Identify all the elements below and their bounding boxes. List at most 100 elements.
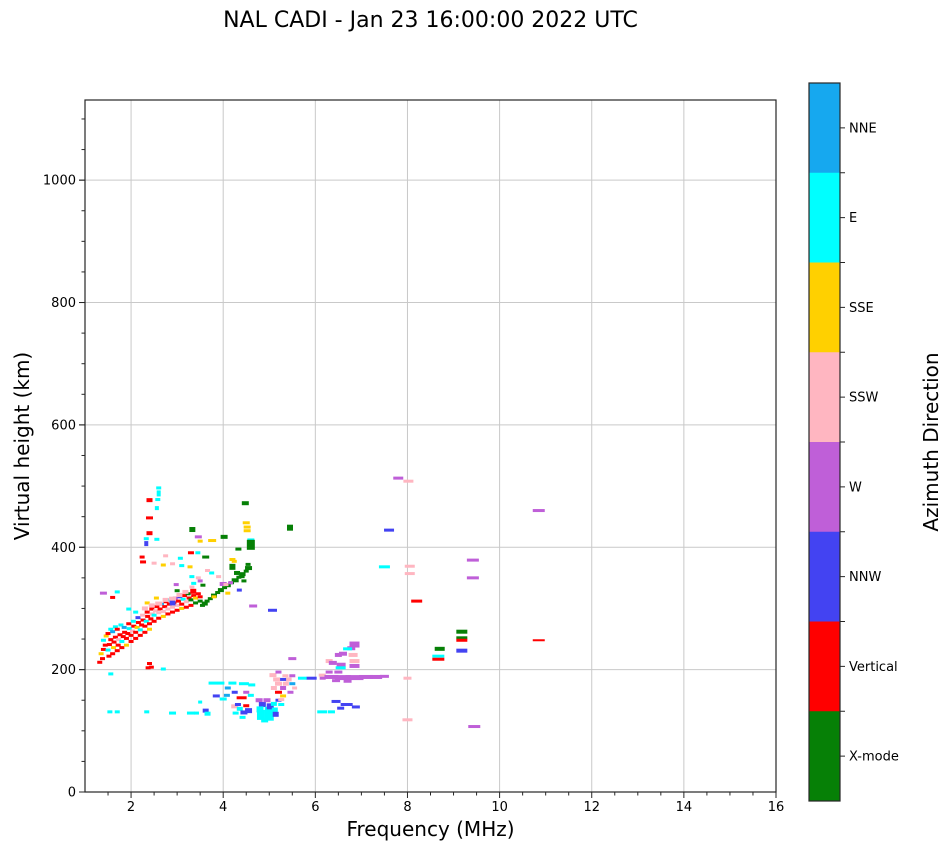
data-point-w xyxy=(280,685,287,690)
data-point-e xyxy=(247,693,254,697)
data-point-x-mode xyxy=(234,570,241,575)
data-point-sse xyxy=(211,595,217,599)
data-point-e xyxy=(186,711,195,715)
data-point-w xyxy=(255,698,263,703)
data-point-vertical xyxy=(149,607,155,611)
data-point-e xyxy=(317,710,328,714)
data-point-vertical xyxy=(191,594,197,598)
data-point-ssw xyxy=(189,585,195,589)
data-point-ssw xyxy=(116,638,122,642)
data-point-vertical xyxy=(133,636,139,640)
data-point-w xyxy=(332,679,341,683)
data-point-ssw xyxy=(282,674,289,678)
data-point-e xyxy=(189,575,195,579)
data-point-x-mode xyxy=(245,566,253,571)
data-point-sse xyxy=(243,525,251,529)
x-axis-title: Frequency (MHz) xyxy=(346,817,515,841)
data-point-nnw xyxy=(331,699,341,703)
data-point-vertical xyxy=(183,605,189,609)
x-tick-label: 6 xyxy=(311,800,319,815)
data-point-w xyxy=(197,579,203,583)
data-point-vertical xyxy=(182,594,188,598)
data-point-e xyxy=(271,707,278,713)
data-point-vertical xyxy=(197,595,203,599)
data-point-vertical xyxy=(236,696,247,700)
data-point-ssw xyxy=(152,609,158,613)
data-point-e xyxy=(100,638,106,642)
data-point-e xyxy=(112,625,118,629)
data-point-e xyxy=(219,697,227,701)
data-point-w xyxy=(263,698,271,703)
data-point-ssw xyxy=(165,607,171,611)
colorbar-segment-e xyxy=(809,172,840,263)
data-point-e xyxy=(114,590,120,594)
data-point-nnw xyxy=(266,703,274,710)
data-point-nnw xyxy=(306,676,317,680)
x-tick-label: 2 xyxy=(127,800,135,815)
data-point-e xyxy=(114,710,120,714)
figure-title: NAL CADI - Jan 23 16:00:00 2022 UTC xyxy=(223,8,638,33)
data-point-vertical xyxy=(176,599,182,603)
data-point-w xyxy=(334,652,342,657)
data-point-nnw xyxy=(240,710,248,715)
data-point-sse xyxy=(123,643,129,647)
data-point-vertical xyxy=(142,630,148,634)
colorbar-category-label: W xyxy=(849,480,862,495)
data-point-vertical xyxy=(128,639,134,643)
data-point-nnw xyxy=(202,708,209,713)
data-point-w xyxy=(336,662,346,667)
data-point-x-mode xyxy=(197,599,203,603)
data-point-e xyxy=(130,619,136,623)
data-point-w xyxy=(325,670,333,674)
data-point-nnw xyxy=(337,706,345,710)
data-point-ssw xyxy=(155,601,163,606)
data-point-ssw xyxy=(404,572,415,576)
data-point-sse xyxy=(111,646,117,650)
data-point-vertical xyxy=(165,612,171,616)
data-point-w xyxy=(338,651,347,656)
data-point-w xyxy=(349,641,360,648)
data-point-vertical xyxy=(97,660,103,664)
data-point-ssw xyxy=(216,575,222,579)
data-point-w xyxy=(324,674,339,679)
data-point-vertical xyxy=(139,555,145,559)
data-point-vertical xyxy=(162,605,168,609)
data-point-ssw xyxy=(129,629,135,633)
data-point-e xyxy=(232,711,239,715)
data-point-e xyxy=(154,506,159,511)
data-point-nne xyxy=(223,693,230,697)
data-point-sse xyxy=(229,557,236,561)
data-point-vertical xyxy=(106,654,112,658)
data-point-e xyxy=(151,613,157,617)
data-point-ssw xyxy=(170,562,176,566)
data-point-vertical xyxy=(139,623,145,627)
data-point-vertical xyxy=(131,624,137,628)
data-point-nnw xyxy=(245,708,253,714)
colorbar-category-label: NNE xyxy=(849,121,877,136)
data-point-vertical xyxy=(195,592,201,596)
data-point-ssw xyxy=(141,606,148,611)
x-tick-label: 8 xyxy=(403,800,411,815)
data-point-w xyxy=(328,660,337,665)
colorbar-category-label: Vertical xyxy=(849,660,898,675)
data-point-ssw xyxy=(349,659,360,664)
data-point-e xyxy=(191,581,197,585)
data-point-x-mode xyxy=(241,501,249,506)
data-point-nnw xyxy=(280,677,287,681)
data-point-ssw xyxy=(273,677,281,682)
data-point-ssw xyxy=(402,718,413,722)
y-tick-label: 1000 xyxy=(43,174,76,189)
data-point-e xyxy=(107,710,113,714)
data-point-nne xyxy=(289,682,296,686)
data-point-e xyxy=(169,711,177,715)
data-point-nnw xyxy=(267,608,277,612)
data-point-sse xyxy=(208,539,217,543)
colorbar-segment-nne xyxy=(809,83,840,174)
data-point-vertical xyxy=(174,608,180,612)
data-point-w xyxy=(319,676,326,680)
data-point-e xyxy=(256,709,265,720)
data-point-w xyxy=(468,725,481,729)
data-point-ssw xyxy=(348,652,358,657)
data-point-x-mode xyxy=(286,524,293,531)
data-point-vertical xyxy=(114,649,120,653)
